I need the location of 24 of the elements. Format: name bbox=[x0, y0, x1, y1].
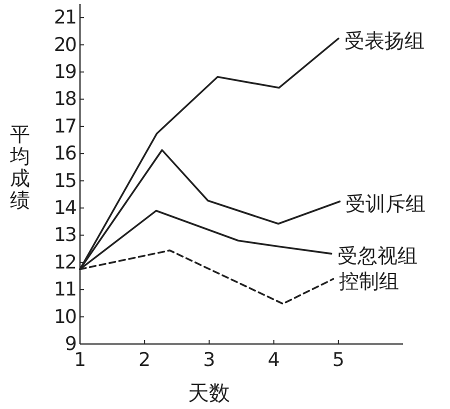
y-tick-label: 9 bbox=[64, 333, 76, 355]
x-tick-label: 5 bbox=[332, 349, 344, 371]
y-tick-label: 11 bbox=[54, 278, 76, 301]
y-tick-label: 12 bbox=[54, 251, 76, 274]
y-tick-label: 10 bbox=[54, 306, 76, 328]
x-tick-label: 1 bbox=[74, 349, 86, 371]
y-tick-label: 15 bbox=[54, 170, 76, 192]
y-tick-label: 19 bbox=[54, 61, 76, 83]
x-tick-label: 3 bbox=[203, 349, 216, 371]
y-tick-label: 21 bbox=[54, 6, 76, 29]
series-label: 受训斥组 bbox=[346, 191, 426, 216]
x-tick-label: 4 bbox=[268, 349, 280, 371]
series-label: 受表扬组 bbox=[344, 28, 424, 53]
y-axis-title: 平均成绩 bbox=[9, 122, 30, 212]
y-tick-label: 18 bbox=[54, 88, 76, 110]
x-axis-title: 天数 bbox=[188, 381, 230, 405]
series-label: 控制组 bbox=[339, 268, 400, 293]
y-tick-label: 20 bbox=[54, 34, 76, 56]
y-tick-label: 14 bbox=[54, 197, 77, 219]
y-tick-label: 17 bbox=[54, 115, 76, 138]
series-label: 受忽视组 bbox=[337, 244, 418, 268]
y-tick-label: 16 bbox=[54, 142, 76, 165]
x-tick-label: 2 bbox=[138, 349, 151, 371]
y-tick-label: 13 bbox=[54, 224, 76, 246]
